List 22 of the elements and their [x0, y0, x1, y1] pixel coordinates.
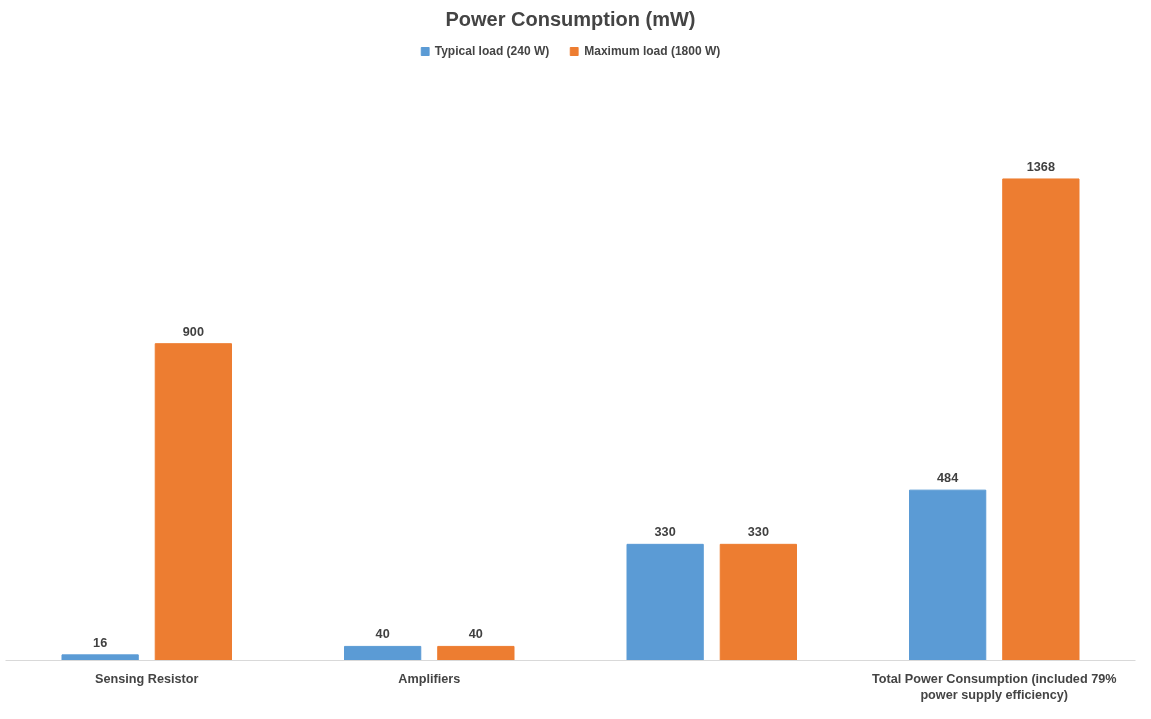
- legend-label: Typical load (240 W): [434, 44, 550, 58]
- data-label: 40: [468, 627, 483, 642]
- x-tick-label: Amplifiers: [398, 671, 461, 686]
- bar: [344, 645, 422, 661]
- bar: [61, 654, 139, 661]
- x-tick-label: Sensing Resistor: [95, 671, 199, 686]
- x-tick-label: Total Power Consumption (included 79% power supply efficiency): [872, 671, 1117, 703]
- data-label: 484: [937, 471, 959, 486]
- bar: [909, 489, 987, 661]
- data-label: 16: [93, 635, 108, 650]
- data-label: 1368: [1026, 159, 1055, 174]
- data-label: 330: [747, 525, 769, 540]
- data-label: 900: [182, 324, 204, 339]
- data-label: 40: [375, 627, 390, 642]
- legend-label: Maximum load (1800 W): [584, 44, 721, 58]
- chart-title: Power Consumption (mW): [445, 7, 696, 30]
- bar: [1002, 178, 1080, 661]
- bar: [626, 543, 704, 661]
- bar: [437, 645, 515, 661]
- bar: [719, 543, 797, 661]
- bar: [154, 343, 232, 661]
- data-label: 330: [654, 525, 676, 540]
